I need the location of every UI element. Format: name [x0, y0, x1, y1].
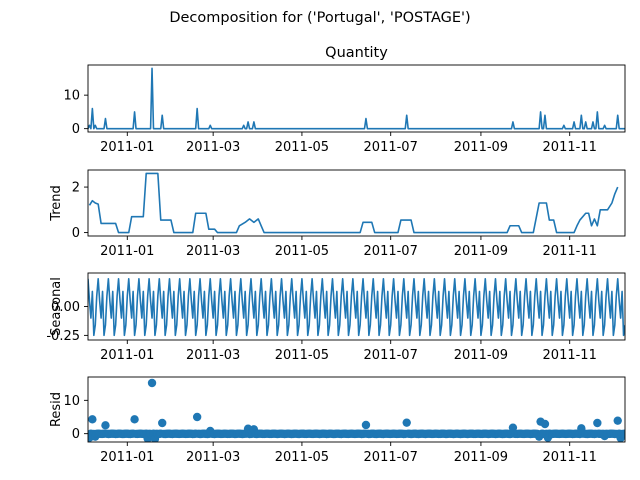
resid-point	[540, 419, 550, 429]
resid-point	[88, 415, 97, 424]
trend-xtick-label: 2011-01	[100, 244, 154, 259]
resid-point	[402, 418, 411, 427]
quantity-xtick-label: 2011-07	[364, 140, 418, 155]
quantity-xtick-label: 2011-09	[454, 140, 508, 155]
seasonal-xtick-label: 2011-09	[454, 348, 508, 363]
trend-xtick-label: 2011-11	[543, 244, 597, 259]
resid-ytick-label: 0	[72, 427, 80, 442]
resid-point	[620, 429, 625, 438]
seasonal-xtick-label: 2011-11	[543, 348, 597, 363]
resid-panel: Resid 2011-01 2011-03 2011-05 2011-07 2011-09…	[49, 376, 626, 465]
quantity-xtick-label: 2011-01	[100, 140, 154, 155]
trend-ytick-label: 0	[72, 226, 80, 241]
resid-series	[88, 378, 625, 442]
resid-point	[147, 378, 157, 388]
quantity-line	[88, 67, 625, 130]
trend-axes-frame	[87, 169, 626, 237]
trend-line	[88, 172, 619, 234]
trend-xtick-label: 2011-05	[275, 244, 329, 259]
trend-xtick-label: 2011-09	[454, 244, 508, 259]
resid-point	[613, 416, 622, 425]
seasonal-ytick-label: -0.25	[46, 329, 80, 344]
quantity-axes-frame	[87, 64, 626, 133]
resid-point	[361, 420, 371, 430]
seasonal-line	[88, 277, 625, 337]
resid-point	[158, 418, 167, 428]
resid-point	[192, 412, 202, 422]
seasonal-xtick-label: 2011-01	[100, 348, 154, 363]
resid-axes-frame	[87, 376, 626, 443]
quantity-xtick-label: 2011-03	[186, 140, 240, 155]
figure-suptitle: Decomposition for ('Portugal', 'POSTAGE'…	[169, 10, 470, 26]
seasonal-panel: Seasonal 2011-01 2011-03 2011-05 2011-07 2011…	[46, 272, 626, 363]
seasonal-xtick-label: 2011-07	[364, 348, 418, 363]
quantity-title: Quantity	[325, 45, 388, 61]
resid-xtick-label: 2011-09	[454, 450, 508, 465]
trend-ytick-label: 2	[72, 181, 80, 196]
quantity-series	[88, 67, 625, 130]
resid-point	[101, 421, 110, 430]
quantity-panel: Quantity 2011-01 2011-03 2011-05 2011-07 2011…	[63, 45, 626, 155]
quantity-xtick-label: 2011-11	[543, 140, 597, 155]
trend-ylabel: Trend	[49, 185, 64, 222]
resid-xtick-label: 2011-11	[543, 450, 597, 465]
trend-panel: Trend 2011-01 2011-03 2011-05 2011-07 2011-09…	[49, 169, 626, 259]
seasonal-ytick-label: 0.00	[51, 300, 80, 315]
quantity-ytick-label: 10	[63, 89, 80, 104]
resid-xtick-label: 2011-07	[364, 450, 418, 465]
trend-xtick-label: 2011-03	[186, 244, 240, 259]
resid-ytick-label: 10	[63, 394, 80, 409]
resid-xtick-label: 2011-01	[100, 450, 154, 465]
resid-point	[593, 418, 602, 428]
quantity-ytick-label: 0	[72, 122, 80, 137]
seasonal-ylabel: Seasonal	[49, 277, 64, 336]
resid-point	[130, 415, 139, 424]
seasonal-xtick-label: 2011-05	[275, 348, 329, 363]
trend-series	[88, 172, 619, 234]
resid-xtick-label: 2011-05	[275, 450, 329, 465]
resid-xtick-label: 2011-03	[186, 450, 240, 465]
trend-xtick-label: 2011-07	[364, 244, 418, 259]
seasonal-xtick-label: 2011-03	[186, 348, 240, 363]
quantity-xtick-label: 2011-05	[275, 140, 329, 155]
seasonal-series	[88, 277, 625, 337]
resid-ylabel: Resid	[49, 392, 64, 427]
